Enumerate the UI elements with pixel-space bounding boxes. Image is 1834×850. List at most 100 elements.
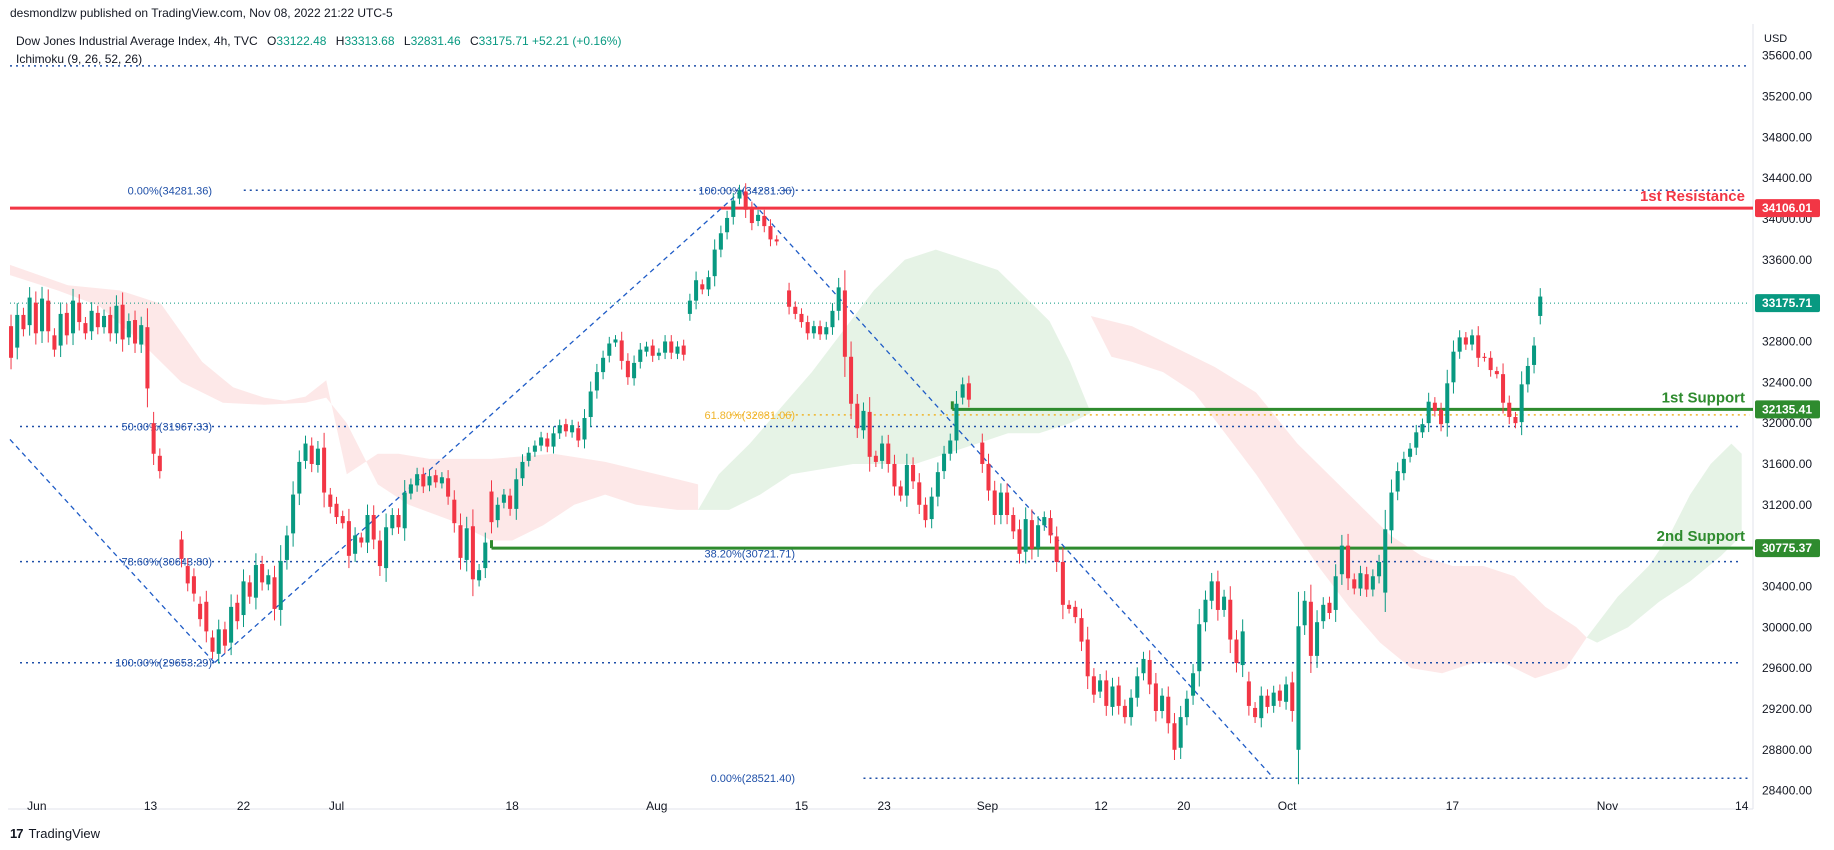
candle[interactable] — [1296, 626, 1301, 750]
candle[interactable] — [675, 346, 680, 354]
candle[interactable] — [390, 515, 395, 529]
candle[interactable] — [1172, 723, 1177, 750]
candle[interactable] — [33, 302, 38, 334]
candle[interactable] — [836, 287, 841, 311]
candle[interactable] — [712, 249, 717, 277]
candle[interactable] — [1234, 639, 1239, 664]
candle[interactable] — [1054, 536, 1059, 562]
candle[interactable] — [1091, 676, 1096, 695]
candle[interactable] — [27, 297, 32, 326]
candle[interactable] — [108, 314, 113, 334]
candle[interactable] — [1389, 492, 1394, 531]
candle[interactable] — [1085, 639, 1090, 677]
candle[interactable] — [966, 383, 971, 400]
candle[interactable] — [452, 499, 457, 524]
candle[interactable] — [1395, 471, 1400, 492]
candle[interactable] — [992, 490, 997, 516]
candle[interactable] — [1060, 561, 1065, 605]
candle[interactable] — [1532, 345, 1537, 365]
candle[interactable] — [1079, 618, 1084, 642]
candle[interactable] — [309, 445, 314, 464]
candle[interactable] — [346, 521, 351, 556]
candle[interactable] — [1333, 576, 1338, 610]
candle[interactable] — [247, 582, 252, 597]
candle[interactable] — [539, 437, 544, 446]
candle[interactable] — [594, 372, 599, 391]
candle[interactable] — [663, 341, 668, 353]
candle[interactable] — [157, 455, 162, 472]
candle[interactable] — [1476, 335, 1481, 358]
candle[interactable] — [1122, 705, 1127, 718]
candle[interactable] — [1302, 600, 1307, 626]
candle[interactable] — [1290, 682, 1295, 712]
candle[interactable] — [1445, 383, 1450, 424]
candle[interactable] — [718, 233, 723, 250]
candle[interactable] — [1036, 525, 1041, 548]
candle[interactable] — [1457, 337, 1462, 352]
candle[interactable] — [892, 463, 897, 487]
candle[interactable] — [619, 340, 624, 361]
candle[interactable] — [260, 564, 265, 583]
candle[interactable] — [1110, 686, 1115, 707]
symbol-name[interactable]: Dow Jones Industrial Average Index, 4h, … — [16, 34, 258, 48]
candle[interactable] — [1315, 622, 1320, 656]
candle[interactable] — [198, 603, 203, 620]
candle[interactable] — [1228, 599, 1233, 640]
candle[interactable] — [1308, 601, 1313, 656]
candle[interactable] — [489, 491, 494, 523]
candle[interactable] — [1240, 631, 1245, 666]
candle[interactable] — [1011, 515, 1016, 532]
candle[interactable] — [15, 314, 20, 348]
candle[interactable] — [1209, 581, 1214, 601]
candle[interactable] — [1147, 659, 1152, 685]
candle[interactable] — [855, 403, 860, 429]
candle[interactable] — [942, 453, 947, 472]
candle[interactable] — [644, 346, 649, 352]
candle[interactable] — [210, 637, 215, 652]
candle[interactable] — [95, 312, 100, 328]
candle[interactable] — [1253, 707, 1258, 718]
candle[interactable] — [532, 445, 537, 452]
candle[interactable] — [842, 290, 847, 357]
candle[interactable] — [402, 492, 407, 529]
candle[interactable] — [774, 239, 779, 242]
candle[interactable] — [923, 504, 928, 521]
candle[interactable] — [315, 448, 320, 465]
candle[interactable] — [145, 327, 150, 389]
candle[interactable] — [799, 313, 804, 323]
candle[interactable] — [501, 494, 506, 503]
candle[interactable] — [365, 515, 370, 543]
candle[interactable] — [756, 214, 761, 222]
candle[interactable] — [1408, 448, 1413, 457]
candle[interactable] — [687, 300, 692, 314]
candle[interactable] — [216, 629, 221, 654]
candle[interactable] — [64, 312, 69, 336]
candle[interactable] — [1191, 673, 1196, 696]
candle[interactable] — [1513, 417, 1518, 424]
candle[interactable] — [204, 601, 209, 632]
candle[interactable] — [706, 277, 711, 290]
candle[interactable] — [1364, 574, 1369, 590]
candle[interactable] — [291, 494, 296, 534]
candle[interactable] — [1017, 529, 1022, 554]
candle[interactable] — [384, 527, 389, 569]
candle[interactable] — [1141, 658, 1146, 674]
candle[interactable] — [768, 226, 773, 240]
candle[interactable] — [904, 464, 909, 496]
candle[interactable] — [1352, 579, 1357, 589]
candle[interactable] — [77, 302, 82, 323]
candle[interactable] — [1098, 680, 1103, 692]
candle[interactable] — [563, 424, 568, 432]
candle[interactable] — [1203, 599, 1208, 623]
candle[interactable] — [495, 504, 500, 521]
candle[interactable] — [1494, 371, 1499, 375]
candle[interactable] — [607, 343, 612, 356]
candle[interactable] — [1426, 401, 1431, 424]
candle[interactable] — [359, 537, 364, 543]
candle[interactable] — [1048, 518, 1053, 536]
candle[interactable] — [632, 362, 637, 379]
candle[interactable] — [880, 443, 885, 461]
candle[interactable] — [1271, 692, 1276, 706]
candle[interactable] — [1284, 684, 1289, 702]
candle[interactable] — [998, 492, 1003, 516]
